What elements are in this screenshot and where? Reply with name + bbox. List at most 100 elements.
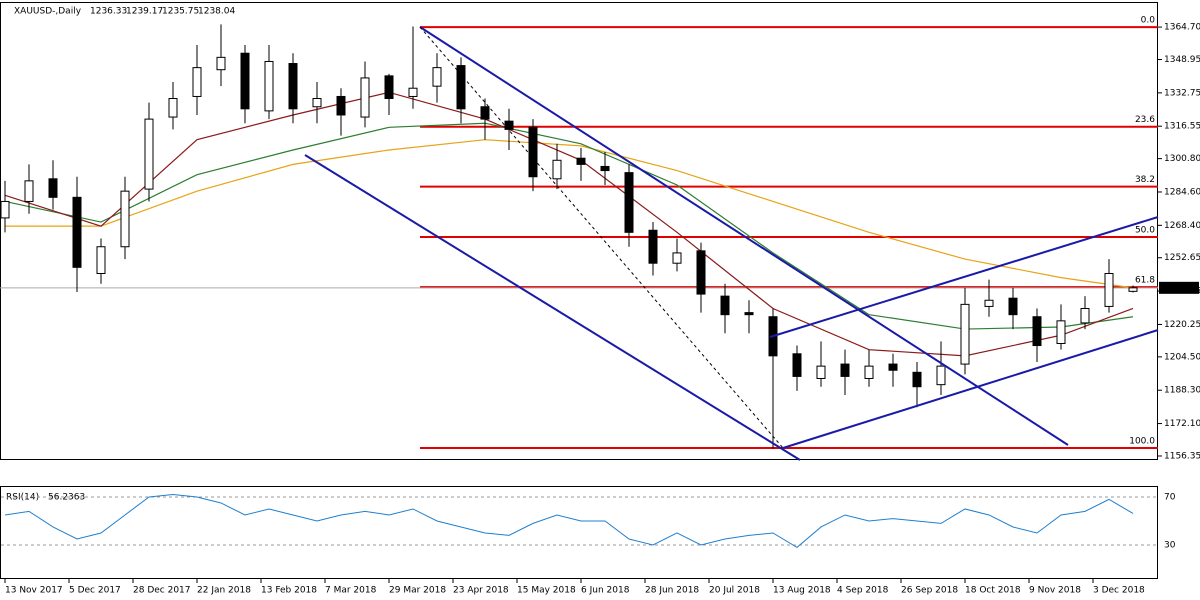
quote-value: 1236.33 — [90, 7, 127, 17]
price-panel — [0, 2, 1158, 460]
last-price-label: 1238.04 — [1161, 283, 1198, 293]
candle-body — [216, 56, 226, 71]
candle-body — [504, 120, 514, 130]
trend-line — [769, 216, 1159, 338]
candle-body — [408, 87, 418, 97]
fib-base-line — [419, 26, 784, 449]
candle-body — [600, 165, 610, 172]
candle-body — [48, 178, 58, 198]
x-tick-label: 26 Sep 2018 — [901, 586, 958, 596]
x-tick-label: 23 Apr 2018 — [453, 586, 509, 596]
y-tick-label: 1316.55 — [1164, 122, 1200, 132]
candle-body — [168, 98, 178, 118]
candle-body — [936, 365, 946, 386]
fib-label: 0.0 — [1141, 16, 1156, 26]
moving-average — [5, 139, 1134, 289]
x-tick-label: 13 Aug 2018 — [773, 586, 831, 596]
candle-body — [192, 67, 202, 97]
candle-body — [120, 190, 130, 248]
fib-label: 61.8 — [1135, 276, 1155, 286]
candle-body — [792, 353, 802, 377]
candle-body — [648, 229, 658, 264]
x-tick-label: 20 Jul 2018 — [709, 586, 760, 596]
fib-label: 23.6 — [1135, 115, 1155, 125]
candle-body — [312, 98, 322, 108]
candle-body — [1032, 316, 1042, 347]
trend-line — [304, 154, 801, 461]
candle-body — [672, 252, 682, 264]
x-tick-label: 22 Jan 2018 — [197, 586, 251, 596]
candle-body — [864, 365, 874, 379]
y-tick-label: 1252.65 — [1164, 253, 1200, 263]
candle-body — [1104, 272, 1114, 307]
trend-line — [782, 329, 1159, 449]
y-tick-label: 1172.10 — [1164, 419, 1200, 429]
candle-body — [624, 172, 634, 233]
last-price-box — [1159, 281, 1199, 294]
x-tick-label: 9 Nov 2018 — [1029, 586, 1081, 596]
candle-body — [984, 299, 994, 307]
x-tick-label: 28 Dec 2017 — [133, 586, 191, 596]
y-tick-label: 1204.50 — [1164, 352, 1200, 362]
y-tick-label: 1348.95 — [1164, 55, 1200, 65]
x-tick-label: 18 Oct 2018 — [965, 586, 1021, 596]
candle-body — [0, 200, 10, 219]
candle-body — [696, 250, 706, 295]
x-tick-label: 4 Sep 2018 — [837, 586, 889, 596]
rsi-title: RSI(14) — [6, 493, 39, 503]
x-tick-label: 13 Nov 2017 — [5, 586, 63, 596]
y-tick-label: 1188.30 — [1164, 386, 1200, 396]
x-tick-label: 28 Jun 2018 — [645, 586, 699, 596]
x-tick-label: 3 Dec 2018 — [1093, 586, 1145, 596]
candle-body — [480, 106, 490, 120]
candle-body — [288, 63, 298, 110]
candle-body — [432, 67, 442, 87]
x-tick-label: 29 Mar 2018 — [389, 586, 446, 596]
drawings — [304, 26, 1159, 461]
candle-body — [912, 371, 922, 388]
x-tick-label: 15 May 2018 — [517, 586, 576, 596]
candle-body — [456, 65, 466, 110]
x-tick-label: 7 Mar 2018 — [325, 586, 377, 596]
candle-body — [96, 246, 106, 274]
candle-body — [816, 365, 826, 379]
y-tick-label: 1300.80 — [1164, 154, 1200, 164]
fib-label: 100.0 — [1129, 437, 1155, 447]
y-tick-label: 1220.25 — [1164, 320, 1200, 330]
candle-body — [744, 312, 754, 316]
candle-body — [840, 363, 850, 377]
fib-label: 50.0 — [1135, 226, 1155, 236]
y-tick-label: 70 — [1164, 492, 1176, 502]
candle-body — [1008, 297, 1018, 316]
y-tick-label: 1156.35 — [1164, 451, 1200, 461]
y-tick-label: 30 — [1164, 540, 1176, 550]
candle-body — [360, 77, 370, 118]
rsi-panel — [0, 486, 1158, 579]
candle-body — [264, 60, 274, 112]
candle-body — [24, 180, 34, 202]
chart-title: XAUUSD-,Daily — [14, 7, 82, 17]
candle-body — [1056, 320, 1066, 344]
trend-line — [419, 26, 1069, 446]
quote-value: 1235.75 — [162, 7, 199, 17]
y-tick-label: 1284.60 — [1164, 187, 1200, 197]
candle-body — [384, 75, 394, 100]
y-tick-label: 1268.40 — [1164, 221, 1200, 231]
quote-value: 1238.04 — [198, 7, 235, 17]
y-tick-label: 1332.75 — [1164, 88, 1200, 98]
candle-body — [576, 157, 586, 165]
candle-body — [528, 126, 538, 178]
quote-value: 1239.17 — [126, 7, 163, 17]
x-tick-label: 5 Dec 2017 — [69, 586, 121, 596]
candle-body — [960, 303, 970, 365]
candle-body — [336, 95, 346, 116]
x-tick-label: 13 Feb 2018 — [261, 586, 317, 596]
fib-label: 38.2 — [1135, 175, 1155, 185]
rsi-line — [4, 494, 1134, 549]
candle-body — [240, 52, 250, 110]
candle-body — [72, 196, 82, 268]
candle-body — [720, 295, 730, 316]
y-tick-label: 1364.70 — [1164, 23, 1200, 33]
